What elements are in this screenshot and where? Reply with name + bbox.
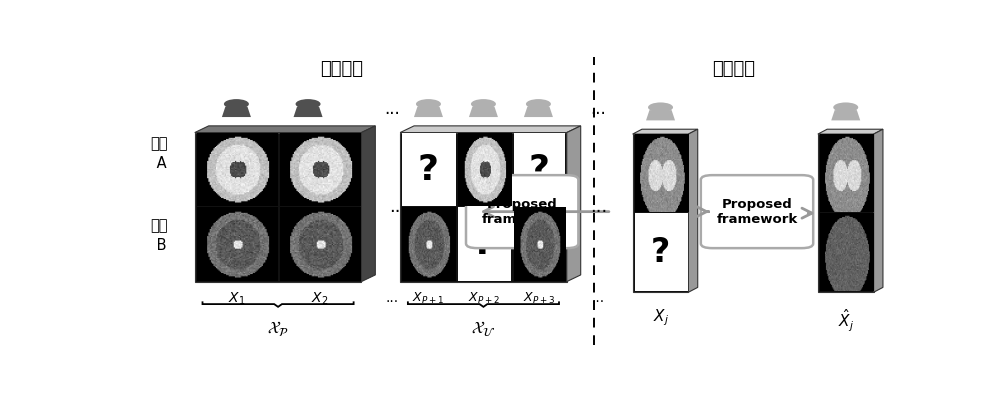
Text: 模态
 A: 模态 A [150,136,168,171]
Polygon shape [222,107,251,117]
Circle shape [471,99,496,109]
Text: ?: ? [651,236,670,269]
Text: ...: ... [385,100,400,118]
Text: $X_2$: $X_2$ [311,291,328,307]
Circle shape [526,99,551,109]
Polygon shape [361,126,375,282]
Circle shape [833,102,858,112]
Text: ?: ? [528,153,549,187]
Text: ?: ? [473,228,494,261]
Text: Proposed
framework: Proposed framework [482,198,563,226]
Text: Proposed
framework: Proposed framework [716,198,798,226]
Polygon shape [400,133,567,282]
Polygon shape [633,134,688,292]
Text: $X_{P+2}$: $X_{P+2}$ [468,291,499,306]
Bar [635,213,688,292]
Polygon shape [818,129,883,134]
Text: $\mathcal{X}_\mathcal{U}$: $\mathcal{X}_\mathcal{U}$ [471,319,496,338]
Polygon shape [831,110,860,120]
Polygon shape [818,134,874,292]
Text: 模态
 B: 模态 B [150,218,168,253]
Polygon shape [633,129,698,134]
Text: $X_1$: $X_1$ [228,291,245,307]
Text: $\hat{X}_j$: $\hat{X}_j$ [838,307,854,334]
Text: ...: ... [590,100,606,118]
Polygon shape [688,129,698,292]
Polygon shape [195,133,361,282]
Text: $X_{P+3}$: $X_{P+3}$ [523,291,555,306]
Text: 训练样本: 训练样本 [320,60,364,77]
Bar [402,133,456,206]
Circle shape [416,99,441,109]
Polygon shape [874,129,883,292]
Text: $X_{P+1}$: $X_{P+1}$ [412,291,444,306]
Polygon shape [567,126,581,282]
Circle shape [224,99,249,109]
Text: ...: ... [389,198,407,216]
Polygon shape [646,110,675,120]
Circle shape [296,99,321,109]
Text: ?: ? [417,153,438,187]
Polygon shape [414,107,443,117]
Text: ...: ... [386,291,399,305]
Polygon shape [400,126,581,133]
FancyBboxPatch shape [466,175,578,248]
Polygon shape [524,107,553,117]
Polygon shape [294,107,323,117]
Text: ...: ... [591,291,604,305]
Bar [458,207,511,281]
Text: $\mathcal{X}_\mathcal{P}$: $\mathcal{X}_\mathcal{P}$ [267,319,289,338]
Circle shape [648,102,673,112]
Text: 测试样本: 测试样本 [712,60,755,77]
Polygon shape [469,107,498,117]
FancyBboxPatch shape [701,175,813,248]
Polygon shape [195,126,375,133]
Bar [514,133,565,206]
Text: $X_j$: $X_j$ [653,307,669,328]
Text: ...: ... [590,198,607,216]
